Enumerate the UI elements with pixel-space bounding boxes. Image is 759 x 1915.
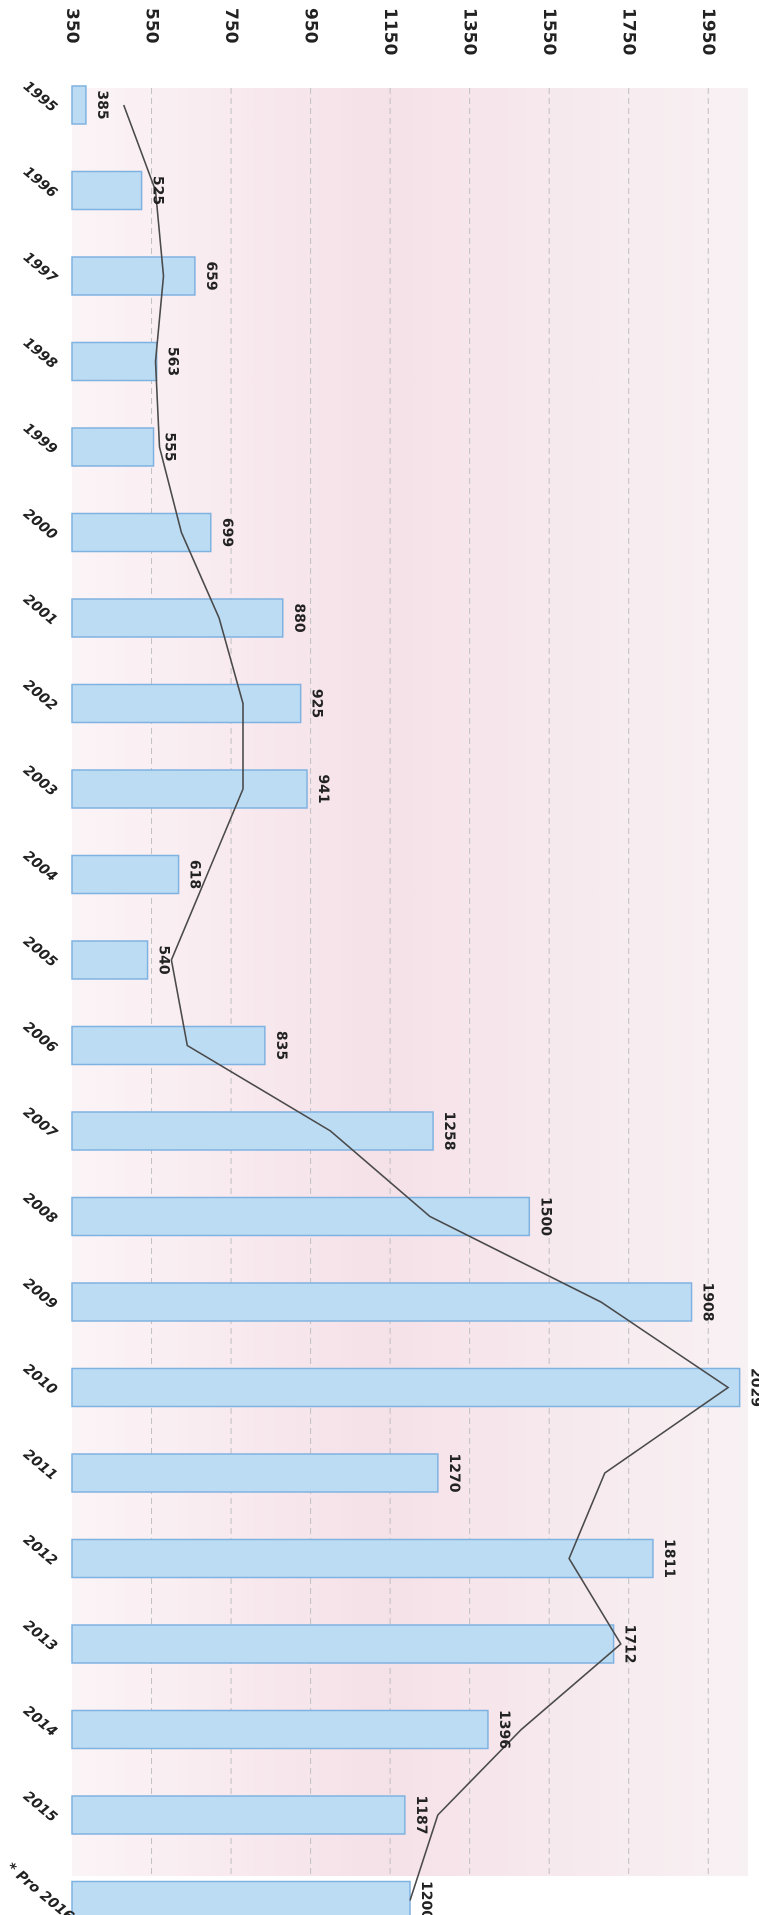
trend-line-group: [122, 104, 730, 1901]
category-label: 2009: [20, 1275, 60, 1312]
bar: [71, 1624, 615, 1664]
bar: [71, 1111, 434, 1151]
value-labels-group: 385 525 659 563 555 699 880 925 941 618 540 835 1258…: [94, 90, 759, 1915]
category-label: 2008: [20, 1190, 60, 1227]
bar: [71, 170, 143, 211]
data-label: 1908: [700, 1283, 716, 1322]
axis-tick-label: 1950: [698, 8, 718, 55]
data-label: 699: [219, 518, 235, 547]
category-label: 2004: [20, 848, 60, 885]
bar: [71, 1538, 654, 1579]
category-label: 1998: [20, 335, 60, 372]
bar: [71, 1282, 693, 1322]
data-label: 563: [165, 347, 181, 376]
data-label: 941: [315, 774, 331, 803]
bars-group: [71, 85, 741, 1915]
category-label: * Pro 2016: [3, 1860, 77, 1915]
axis-tick-label: 1750: [619, 8, 639, 55]
data-label: 925: [309, 689, 325, 718]
data-label: 1258: [441, 1112, 457, 1151]
data-label: 1187: [413, 1796, 429, 1835]
bar: [71, 1025, 266, 1066]
data-label: 525: [150, 176, 166, 205]
bar: [71, 1709, 489, 1750]
bar: [71, 427, 155, 467]
axis-tick-label: 1350: [460, 8, 480, 55]
data-label: 1396: [496, 1710, 512, 1749]
category-label: 1996: [20, 164, 60, 201]
bar: [71, 85, 87, 125]
data-label: 835: [273, 1031, 289, 1060]
category-label: 2013: [20, 1617, 60, 1654]
category-label: 2000: [20, 506, 60, 543]
category-label: 2001: [20, 591, 60, 628]
category-label: 2014: [20, 1703, 60, 1740]
category-label: 2011: [20, 1446, 60, 1483]
bar: [71, 598, 284, 638]
data-label: 555: [162, 432, 178, 461]
bar: [71, 512, 212, 553]
bar: [71, 1880, 411, 1915]
data-label: 1270: [446, 1454, 462, 1493]
category-label: 2002: [20, 677, 60, 714]
axis-tick-label: 750: [221, 8, 241, 44]
data-label: 618: [187, 860, 203, 889]
data-label: 385: [94, 90, 110, 119]
bar: [71, 769, 308, 809]
trend-line: [122, 104, 730, 1901]
axis-tick-label: 1550: [539, 8, 559, 55]
bar: [71, 940, 149, 980]
category-label: 2015: [20, 1788, 60, 1825]
data-label: 1500: [537, 1197, 553, 1236]
data-label: 540: [156, 945, 172, 974]
bar: [71, 1453, 439, 1493]
category-label: 2010: [20, 1361, 60, 1398]
data-label: 659: [203, 261, 219, 290]
data-label: 1811: [661, 1539, 677, 1578]
category-label: 2007: [20, 1104, 60, 1141]
category-labels-group: 1995 1996 1997 1998 1999 2000 2001 2002 2003 2004…: [3, 78, 77, 1915]
category-label: 1999: [20, 420, 60, 457]
bar: [71, 1196, 531, 1237]
data-label: 2029: [748, 1368, 759, 1407]
category-label: 1995: [20, 78, 60, 115]
axis-tick-label: 550: [142, 8, 162, 44]
axis-ticks-group: 350 550 750 950 1150 1350 1550 1750 1950: [62, 8, 718, 55]
bar: [71, 1795, 406, 1835]
bar: [71, 256, 196, 296]
axis-tick-label: 1150: [380, 8, 400, 55]
category-label: 1997: [20, 249, 60, 286]
data-label: 1200: [418, 1881, 434, 1915]
axis-tick-label: 950: [301, 8, 321, 44]
axis-tick-label: 350: [62, 8, 82, 44]
data-label: 1712: [622, 1625, 638, 1664]
bar: [71, 1367, 741, 1408]
bar: [71, 854, 180, 895]
category-label: 2006: [20, 1019, 60, 1056]
bar: [71, 341, 158, 382]
data-label: 880: [291, 603, 307, 632]
category-label: 2003: [20, 762, 60, 799]
category-label: 2012: [20, 1532, 60, 1569]
category-label: 2005: [20, 933, 60, 970]
bar: [71, 683, 302, 724]
